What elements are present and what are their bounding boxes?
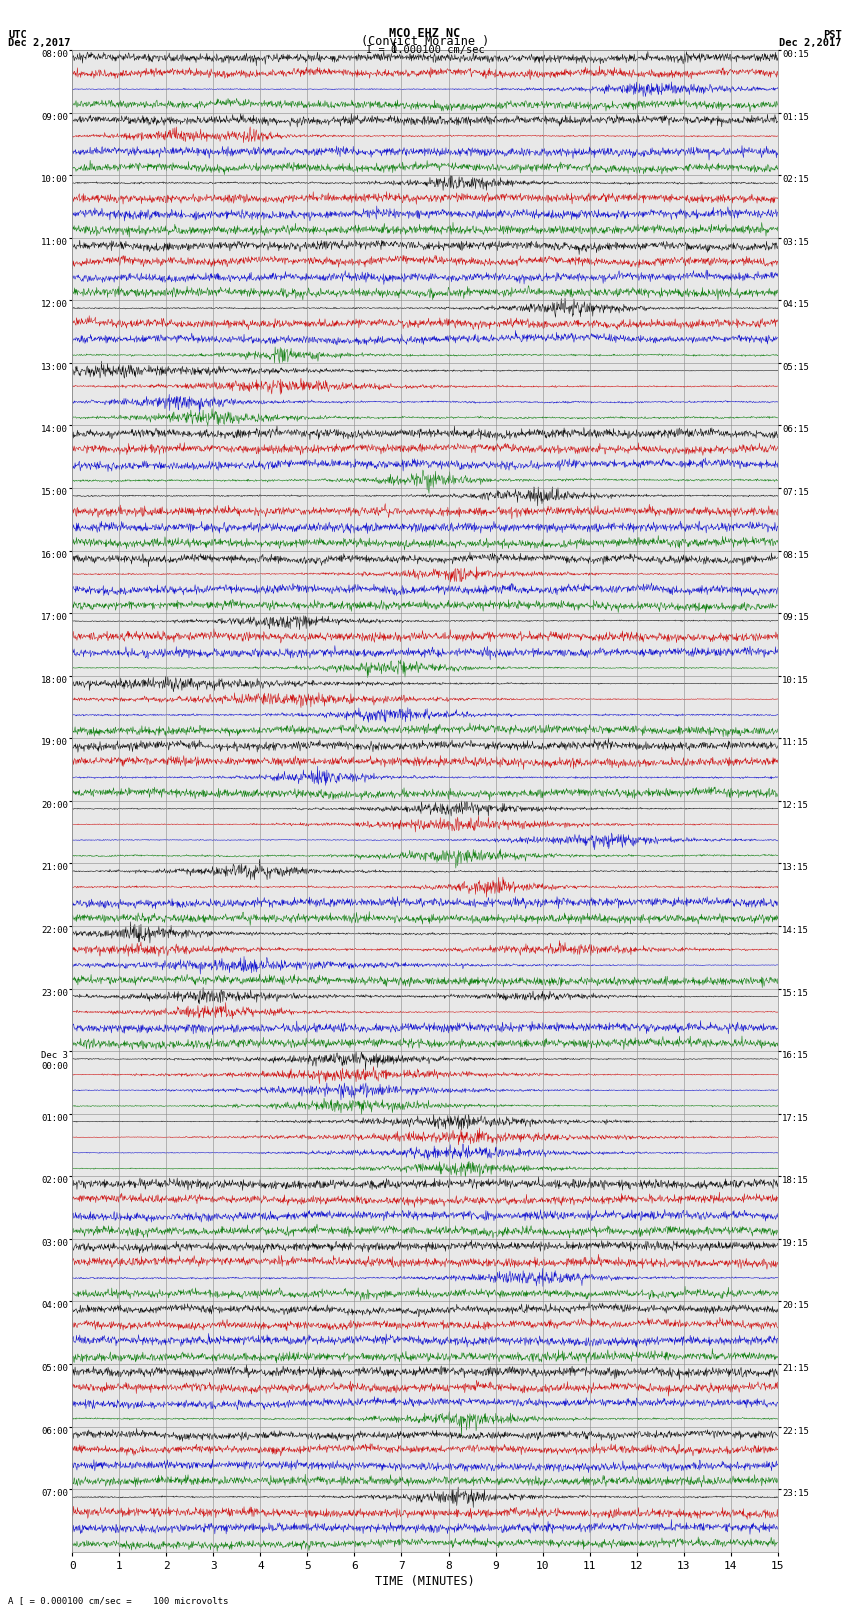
Text: PST: PST [823, 29, 842, 39]
Text: I = 0.000100 cm/sec: I = 0.000100 cm/sec [366, 45, 484, 55]
Text: UTC: UTC [8, 29, 27, 39]
Text: MCO EHZ NC: MCO EHZ NC [389, 26, 461, 39]
Text: [: [ [390, 40, 397, 53]
Text: Dec 2,2017: Dec 2,2017 [779, 37, 842, 47]
Text: Dec 2,2017: Dec 2,2017 [8, 37, 71, 47]
Text: A [ = 0.000100 cm/sec =    100 microvolts: A [ = 0.000100 cm/sec = 100 microvolts [8, 1595, 229, 1605]
X-axis label: TIME (MINUTES): TIME (MINUTES) [375, 1574, 475, 1587]
Text: (Convict Moraine ): (Convict Moraine ) [361, 34, 489, 47]
